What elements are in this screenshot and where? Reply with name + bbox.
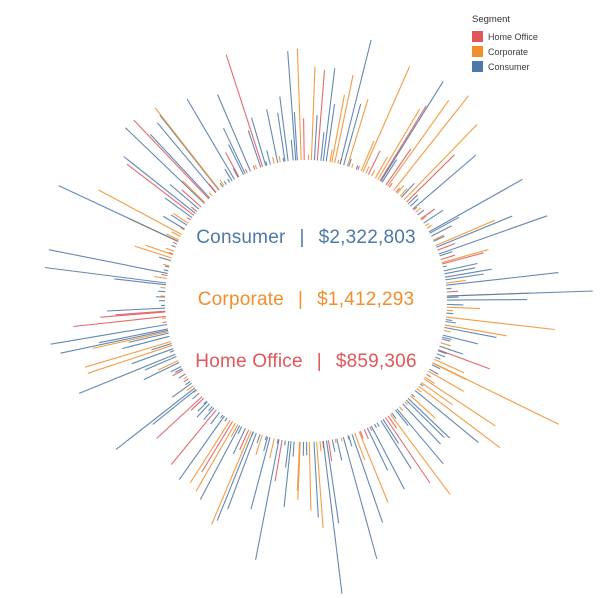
legend-label-corporate: Corporate	[488, 46, 529, 57]
legend-item-home-office[interactable]: Home Office	[472, 31, 538, 42]
legend: Segment Home Office Corporate Consumer	[472, 14, 538, 76]
legend-item-corporate[interactable]: Corporate	[472, 46, 538, 57]
legend-item-consumer[interactable]: Consumer	[472, 61, 538, 72]
legend-label-consumer: Consumer	[488, 61, 530, 72]
consumer-swatch-icon	[472, 61, 483, 72]
legend-title: Segment	[472, 14, 511, 25]
legend-label-home-office: Home Office	[488, 31, 538, 42]
home-office-swatch-icon	[472, 31, 483, 42]
corporate-swatch-icon	[472, 46, 483, 57]
